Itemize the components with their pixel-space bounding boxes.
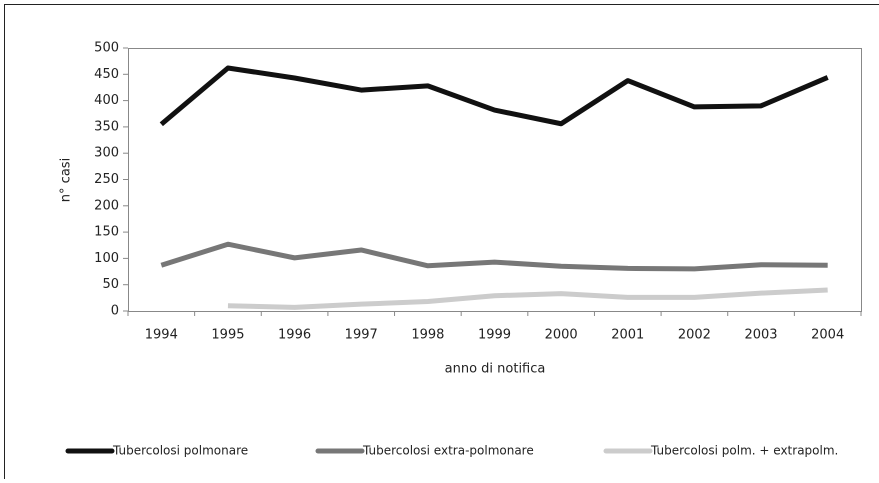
y-tick-label: 0 xyxy=(111,304,119,319)
y-tick-label: 50 xyxy=(102,277,119,292)
x-tick-label: 1995 xyxy=(211,328,244,343)
x-tick-label: 1998 xyxy=(411,328,444,343)
y-axis-label: n° casi xyxy=(59,158,74,202)
x-tick-label: 2001 xyxy=(611,328,644,343)
y-tick-label: 100 xyxy=(94,251,119,266)
series-line xyxy=(228,290,828,307)
x-tick-label: 1997 xyxy=(345,328,378,343)
y-tick-label: 300 xyxy=(94,146,119,161)
series-line xyxy=(161,244,827,269)
y-tick-label: 450 xyxy=(94,67,119,82)
x-tick-label: 2002 xyxy=(678,328,711,343)
x-axis-label: anno di notifica xyxy=(445,362,546,377)
legend-label: Tubercolosi polmonare xyxy=(112,444,248,458)
x-tick-label: 1999 xyxy=(478,328,511,343)
x-tick-label: 1996 xyxy=(278,328,311,343)
x-tick-label: 2003 xyxy=(744,328,777,343)
x-tick-label: 2000 xyxy=(545,328,578,343)
x-tick-label: 2004 xyxy=(811,328,844,343)
y-tick-label: 500 xyxy=(94,41,119,56)
y-tick-label: 400 xyxy=(94,93,119,108)
legend-label: Tubercolosi polm. + extrapolm. xyxy=(650,444,838,458)
x-tick-label: 1994 xyxy=(145,328,178,343)
y-tick-label: 150 xyxy=(94,225,119,240)
legend-label: Tubercolosi extra-polmonare xyxy=(362,444,534,458)
y-tick-label: 350 xyxy=(94,119,119,134)
y-tick-label: 200 xyxy=(94,198,119,213)
chart-border xyxy=(5,5,879,480)
y-tick-label: 250 xyxy=(94,172,119,187)
plot-area xyxy=(129,49,862,312)
series-line xyxy=(161,68,827,124)
